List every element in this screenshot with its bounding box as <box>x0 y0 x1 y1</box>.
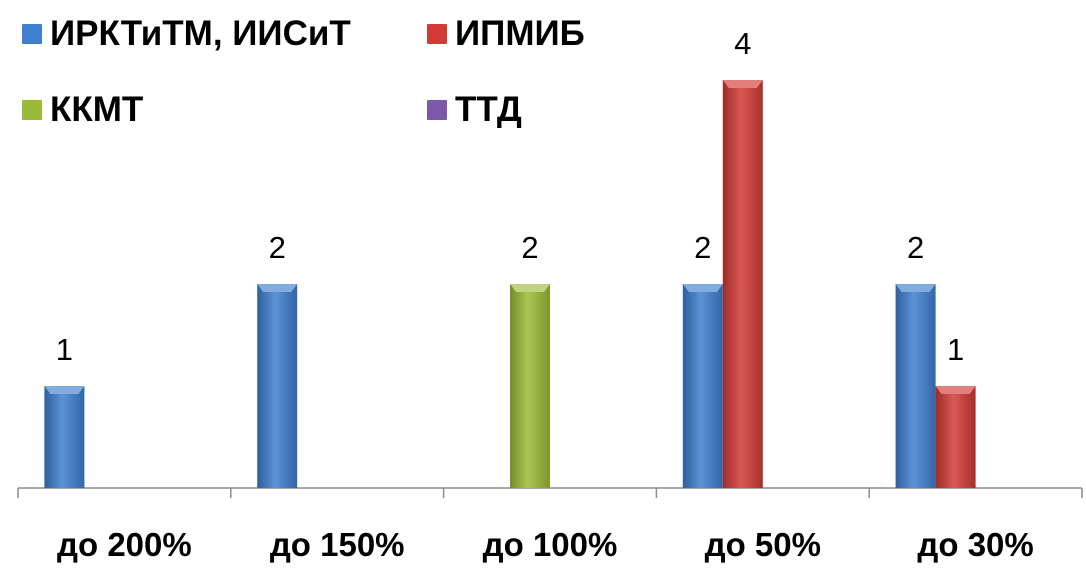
data-label: 2 <box>694 230 711 265</box>
legend-swatch-irktitm <box>22 24 42 44</box>
bar <box>44 386 85 488</box>
category-label: до 150% <box>270 526 405 563</box>
category-label: до 50% <box>705 526 821 563</box>
bar-cap <box>44 386 85 394</box>
bar-cap <box>895 284 936 292</box>
data-label: 2 <box>907 230 924 265</box>
bar <box>682 284 723 488</box>
data-label: 2 <box>521 230 538 265</box>
bar-cap <box>935 386 976 394</box>
category-label: до 200% <box>57 526 192 563</box>
data-label: 2 <box>269 230 286 265</box>
bar-cap <box>257 284 298 292</box>
legend-item-ipmib: ИПМИБ <box>427 14 585 54</box>
bar-cap <box>722 80 763 88</box>
bar <box>722 80 763 488</box>
legend-item-kkmt: ККМТ <box>22 90 143 130</box>
legend-swatch-ipmib <box>427 24 447 44</box>
category-label: до 100% <box>483 526 618 563</box>
legend-label-ttd: ТТД <box>455 90 522 129</box>
bar <box>935 386 976 488</box>
data-label: 1 <box>56 332 73 367</box>
legend-swatch-kkmt <box>22 100 42 120</box>
bar-cap <box>510 284 550 292</box>
legend-item-irktitm: ИРКТиТМ, ИИСиТ <box>22 14 351 54</box>
bar-cap <box>682 284 723 292</box>
category-label: до 30% <box>917 526 1033 563</box>
legend-swatch-ttd <box>427 100 447 120</box>
legend-item-ttd: ТТД <box>427 90 522 130</box>
legend-label-irktitm: ИРКТиТМ, ИИСиТ <box>50 14 351 53</box>
data-label: 4 <box>734 26 751 61</box>
data-label: 1 <box>947 332 964 367</box>
bar <box>510 284 550 488</box>
bar <box>895 284 936 488</box>
legend-label-ipmib: ИПМИБ <box>455 14 585 53</box>
bar <box>257 284 298 488</box>
legend-label-kkmt: ККМТ <box>50 90 144 129</box>
